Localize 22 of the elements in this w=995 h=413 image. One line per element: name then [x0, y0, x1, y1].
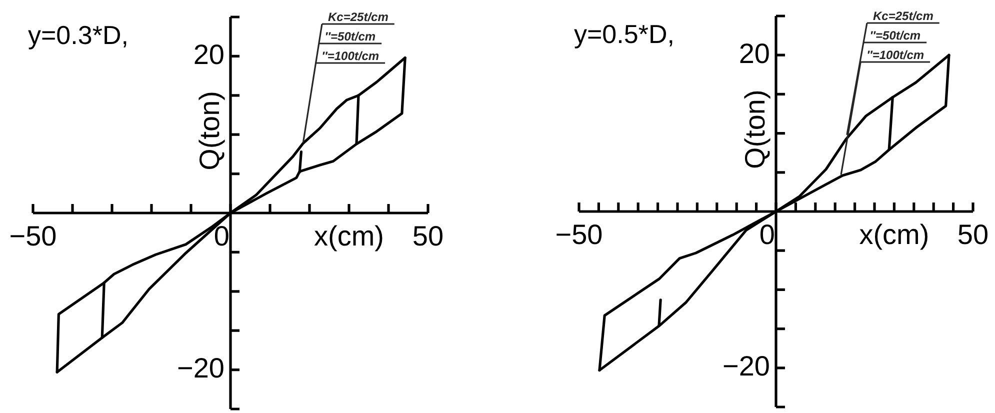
- x-tick-label: 0: [214, 220, 230, 252]
- x-axis-title: x(cm): [859, 219, 930, 250]
- y-tick-label: −20: [722, 350, 770, 382]
- annotation: ″=50t/cm: [324, 30, 376, 44]
- annotation: ″=100t/cm: [866, 48, 924, 62]
- y-tick-label: 20: [738, 38, 770, 69]
- annotation: Kc=25t/cm: [328, 10, 389, 24]
- chart-title: y=0.5*D,: [574, 19, 674, 50]
- y-tick-label: −20: [177, 352, 224, 384]
- x-axis-title: x(cm): [314, 220, 384, 252]
- annotation: ″=50t/cm: [870, 28, 921, 42]
- y-tick-label: 20: [193, 38, 224, 70]
- x-tick-label: −50: [555, 219, 603, 250]
- x-tick-label: 0: [759, 219, 775, 250]
- x-tick-label: 50: [412, 220, 444, 252]
- chart-title: y=0.3*D,: [28, 20, 128, 50]
- y-axis-title: Q(ton): [740, 90, 771, 170]
- annotation: Kc=25t/cm: [873, 9, 934, 23]
- x-tick-label: −50: [9, 220, 57, 252]
- y-axis-title: Q(ton): [194, 91, 226, 170]
- annotation: ″=100t/cm: [322, 49, 380, 63]
- x-tick-label: 50: [957, 219, 989, 250]
